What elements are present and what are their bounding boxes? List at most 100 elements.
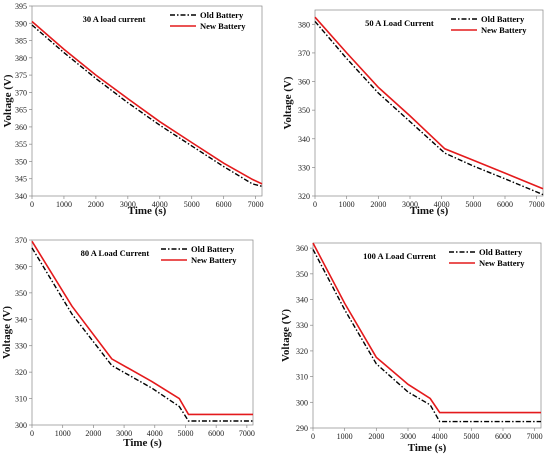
plot-frame xyxy=(31,5,263,197)
x-tick-label: 1000 xyxy=(337,432,353,441)
x-tick-label: 4000 xyxy=(152,200,168,209)
y-tick-label: 390 xyxy=(15,19,27,28)
y-tick-label: 320 xyxy=(296,347,308,356)
y-tick-label: 350 xyxy=(15,289,27,298)
y-tick-label: 375 xyxy=(15,71,27,80)
x-tick-label: 3000 xyxy=(116,429,132,438)
x-tick-label: 2000 xyxy=(88,200,104,209)
series-line-new-battery xyxy=(312,242,541,414)
legend-label: Old Battery xyxy=(191,244,235,254)
plot-frame xyxy=(314,9,544,197)
y-tick-label: 380 xyxy=(15,54,27,63)
y-tick-label: 370 xyxy=(15,88,27,97)
y-tick-label: 350 xyxy=(15,157,27,166)
x-tick-label: 2000 xyxy=(368,432,384,441)
y-tick-label: 330 xyxy=(15,342,27,351)
y-tick-label: 365 xyxy=(15,106,27,115)
y-tick-label: 385 xyxy=(15,37,27,46)
x-tick-label: 7000 xyxy=(239,429,255,438)
y-tick-label: 330 xyxy=(296,321,308,330)
x-tick-label: 4000 xyxy=(432,432,448,441)
x-tick-label: 3000 xyxy=(120,200,136,209)
y-tick-label: 395 xyxy=(15,2,27,11)
y-tick-label: 300 xyxy=(296,398,308,407)
y-tick-label: 350 xyxy=(298,106,310,115)
y-tick-label: 350 xyxy=(296,270,308,279)
x-tick-label: 0 xyxy=(30,429,34,438)
series-line-new-battery xyxy=(31,240,253,416)
x-tick-label: 1000 xyxy=(56,200,72,209)
y-tick-label: 360 xyxy=(298,78,310,87)
x-tick-label: 3000 xyxy=(400,432,416,441)
x-tick-label: 6000 xyxy=(216,200,232,209)
y-axis-label: Voltage (V) xyxy=(282,76,294,129)
x-tick-label: 7000 xyxy=(527,432,543,441)
y-axis-label: Voltage (V) xyxy=(2,74,14,127)
series-line-new-battery xyxy=(314,16,544,190)
x-tick-label: 7000 xyxy=(529,200,545,209)
legend-label: Old Battery xyxy=(481,14,525,24)
x-tick-label: 6000 xyxy=(495,432,511,441)
legend-label: New Battery xyxy=(191,255,237,265)
x-axis-label: Time (s) xyxy=(408,442,447,454)
y-tick-label: 310 xyxy=(15,395,27,404)
x-tick-label: 1000 xyxy=(339,200,355,209)
chart-title: 80 A Load Current xyxy=(81,248,150,258)
y-tick-label: 360 xyxy=(15,123,27,132)
plot-frame xyxy=(312,242,542,429)
y-tick-label: 340 xyxy=(15,192,27,201)
x-tick-label: 0 xyxy=(313,200,317,209)
series-line-old-battery xyxy=(314,20,544,196)
y-tick-label: 300 xyxy=(15,421,27,430)
y-tick-label: 370 xyxy=(298,49,310,58)
x-tick-label: 1000 xyxy=(55,429,71,438)
x-tick-label: 5000 xyxy=(177,429,193,438)
x-axis-label: Time (s) xyxy=(128,205,167,217)
x-tick-label: 4000 xyxy=(147,429,163,438)
x-tick-label: 5000 xyxy=(465,200,481,209)
series-line-old-battery xyxy=(31,247,253,422)
x-tick-label: 5000 xyxy=(184,200,200,209)
y-axis-label: Voltage (V) xyxy=(1,306,13,359)
chart-panel-4: 290 300 310 320 330 340 350 360 0 1000 2000 3000 400… xyxy=(280,242,543,454)
chart-title: 50 A Load Current xyxy=(365,18,434,28)
chart-panel-1: 340 345 350 355 360 365 370 375 380 385 390 395 0 100… xyxy=(2,2,264,217)
y-tick-label: 310 xyxy=(296,373,308,382)
y-tick-label: 340 xyxy=(298,135,310,144)
x-tick-label: 5000 xyxy=(463,432,479,441)
x-tick-label: 6000 xyxy=(497,200,513,209)
y-tick-label: 360 xyxy=(296,244,308,253)
y-tick-label: 355 xyxy=(15,140,27,149)
y-tick-label: 330 xyxy=(298,163,310,172)
series-line-new-battery xyxy=(31,20,263,185)
y-tick-label: 290 xyxy=(296,424,308,433)
x-axis-label: Time (s) xyxy=(123,437,162,449)
chart-panel-3: 300 310 320 330 340 350 360 370 0 1000 2000 3000 400… xyxy=(1,236,255,449)
legend-label: New Battery xyxy=(200,21,246,31)
chart-title: 30 A load current xyxy=(83,14,146,24)
x-tick-label: 7000 xyxy=(248,200,264,209)
y-axis-label: Voltage (V) xyxy=(280,309,292,362)
x-tick-label: 4000 xyxy=(434,200,450,209)
chart-panel-2: 320 330 340 350 360 370 380 0 1000 2000 3000 4000 50… xyxy=(282,9,545,217)
y-tick-label: 370 xyxy=(15,236,27,245)
x-tick-label: 6000 xyxy=(208,429,224,438)
x-tick-label: 2000 xyxy=(370,200,386,209)
series-line-old-battery xyxy=(31,24,263,187)
y-tick-label: 345 xyxy=(15,175,27,184)
y-tick-label: 340 xyxy=(296,296,308,305)
y-tick-label: 320 xyxy=(298,192,310,201)
y-tick-label: 320 xyxy=(15,368,27,377)
x-tick-label: 0 xyxy=(30,200,34,209)
series-line-old-battery xyxy=(312,249,541,423)
x-tick-label: 3000 xyxy=(402,200,418,209)
y-tick-label: 360 xyxy=(15,262,27,271)
legend-label: New Battery xyxy=(481,25,527,35)
x-tick-label: 0 xyxy=(311,432,315,441)
chart-title: 100 A Load Current xyxy=(363,251,436,261)
legend-label: New Battery xyxy=(479,258,525,268)
x-axis-label: Time (s) xyxy=(410,205,449,217)
x-tick-label: 2000 xyxy=(85,429,101,438)
legend-label: Old Battery xyxy=(200,10,244,20)
